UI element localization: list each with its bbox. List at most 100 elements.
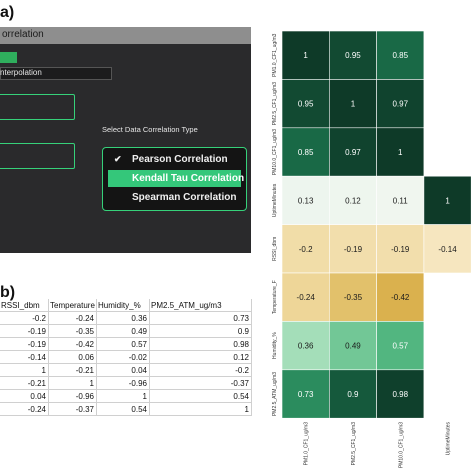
heatmap-value-label: 0.13	[298, 196, 314, 205]
menu-item-kendall[interactable]: Kendall Tau Correlation	[108, 170, 245, 187]
table-header: RSSI_dbm	[0, 299, 49, 312]
heatmap-value-label: 0.36	[298, 342, 314, 351]
table-cell: -0.42	[49, 338, 97, 351]
heatmap-value-label: 1	[303, 51, 308, 60]
heatmap-value-label: -0.24	[297, 293, 316, 302]
table-cell: -0.21	[49, 364, 97, 377]
table-cell: 0.12	[150, 351, 252, 364]
table-cell: 0.04	[97, 364, 150, 377]
interpolation-field[interactable]	[0, 67, 112, 80]
heatmap-cell	[423, 224, 472, 274]
table-cell: 1	[150, 403, 252, 416]
heatmap-cell	[328, 224, 377, 274]
heatmap-value-label: -0.2	[299, 245, 313, 254]
heatmap-row-label: PM2.5_ATM_ug/m3	[272, 372, 278, 416]
heatmap-value-label: 0.98	[392, 390, 408, 399]
table-cell: 0.9	[150, 325, 252, 338]
heatmap-value-label: 0.73	[298, 390, 314, 399]
heatmap-cell	[281, 30, 330, 80]
menu-item-label: Pearson Correlation	[132, 154, 228, 165]
table-cell: 0.36	[97, 312, 150, 325]
correlation-type-label: Select Data Correlation Type	[102, 125, 198, 134]
heatmap-column-label: PM2.5_CF1_ug/m3	[351, 422, 357, 466]
heatmap-row-label: Humidity_%	[272, 332, 278, 359]
table-header: Temperature	[49, 299, 97, 312]
heatmap-row-label: RSSI_dbm	[272, 237, 278, 261]
table-cell: 0.06	[49, 351, 97, 364]
input-field-2[interactable]	[0, 143, 75, 169]
heatmap-value-label: 1	[351, 100, 356, 109]
heatmap-cell	[281, 369, 330, 419]
app-title-bar: orrelation	[0, 27, 251, 44]
heatmap-cell	[376, 369, 425, 419]
table-cell: -0.96	[49, 390, 97, 403]
table-cell: 0.49	[97, 325, 150, 338]
table-cell: 0.54	[150, 390, 252, 403]
panel-a-label: a)	[0, 4, 15, 21]
interpolation-label: nterpolation	[0, 68, 42, 77]
heatmap-value-label: 1	[445, 196, 450, 205]
heatmap-cell	[423, 175, 472, 225]
correlation-app-window: orrelation nterpolation Select Data Corr…	[0, 27, 251, 253]
table-cell: 0.54	[97, 403, 150, 416]
heatmap-cell	[376, 127, 425, 177]
table-cell: -0.02	[97, 351, 150, 364]
table-header: PM2.5_ATM_ug/m3	[150, 299, 252, 312]
heatmap-value-label: 0.9	[347, 390, 359, 399]
table-cell: -0.2	[150, 364, 252, 377]
heatmap-value-label: -0.35	[344, 293, 363, 302]
correlation-table: RSSI_dbm Temperature Humidity_% PM2.5_ATM_u…	[0, 299, 264, 419]
table-cell: 1	[97, 390, 150, 403]
check-icon: ✔	[114, 154, 122, 164]
table-cell: 0.73	[150, 312, 252, 325]
heatmap-cell	[376, 321, 425, 371]
table-cell: 0.04	[0, 390, 49, 403]
heatmap-value-label: -0.19	[391, 245, 410, 254]
heatmap-row-label: Temperature_F	[272, 280, 278, 314]
heatmap-row-label: UptimeMinutes	[272, 183, 278, 217]
menu-item-label: Kendall Tau Correlation	[132, 173, 245, 184]
table-cell: 0.98	[150, 338, 252, 351]
heatmap-cell	[328, 175, 377, 225]
table-cell: -0.35	[49, 325, 97, 338]
heatmap-value-label: 0.95	[298, 100, 314, 109]
heatmap-cell	[281, 127, 330, 177]
heatmap-value-label: 0.49	[345, 342, 361, 351]
heatmap-cell	[328, 369, 377, 419]
heatmap-row-label: PM1.0_CF1_ug/m3	[272, 33, 278, 77]
heatmap-value-label: 1	[398, 148, 403, 157]
table-cell: 1	[49, 377, 97, 390]
table-cell: -0.21	[0, 377, 49, 390]
heatmap-value-label: 0.12	[345, 196, 361, 205]
heatmap-value-label: -0.42	[391, 293, 410, 302]
run-button[interactable]	[0, 52, 17, 63]
heatmap-column-label: PM1.0_CF1_ug/m3	[304, 422, 310, 466]
table-cell: -0.14	[0, 351, 49, 364]
table-cell: -0.2	[0, 312, 49, 325]
heatmap-cell	[328, 321, 377, 371]
heatmap-value-label: 0.11	[393, 196, 409, 205]
heatmap-cell	[328, 272, 377, 322]
input-field-1[interactable]	[0, 94, 75, 120]
table-cell: -0.19	[0, 338, 49, 351]
heatmap-value-label: 0.57	[392, 342, 408, 351]
heatmap-row-label: PM10.0_CF1_ug/m3	[272, 129, 278, 175]
table-cell: -0.19	[0, 325, 49, 338]
heatmap-value-label: -0.14	[438, 245, 457, 254]
table-cell: -0.37	[49, 403, 97, 416]
heatmap-value-label: 0.95	[345, 51, 361, 60]
table-cell: 1	[0, 364, 49, 377]
heatmap-cell	[281, 224, 330, 274]
table-cell: -0.24	[0, 403, 49, 416]
heatmap-value-label: 0.97	[345, 148, 361, 157]
heatmap-value-label: 0.97	[392, 100, 408, 109]
panel-b-label: b)	[0, 284, 16, 301]
app-title: orrelation	[2, 29, 44, 40]
menu-item-spearman[interactable]: Spearman Correlation	[108, 189, 241, 206]
heatmap-value-label: -0.19	[344, 245, 363, 254]
menu-item-pearson[interactable]: ✔ Pearson Correlation	[108, 151, 241, 168]
table-cell: 0.57	[97, 338, 150, 351]
heatmap-cell	[281, 175, 330, 225]
heatmap-column-label: UptimeMinutes	[446, 422, 452, 456]
correlation-type-menu[interactable]: ✔ Pearson Correlation Kendall Tau Correl…	[102, 147, 247, 211]
